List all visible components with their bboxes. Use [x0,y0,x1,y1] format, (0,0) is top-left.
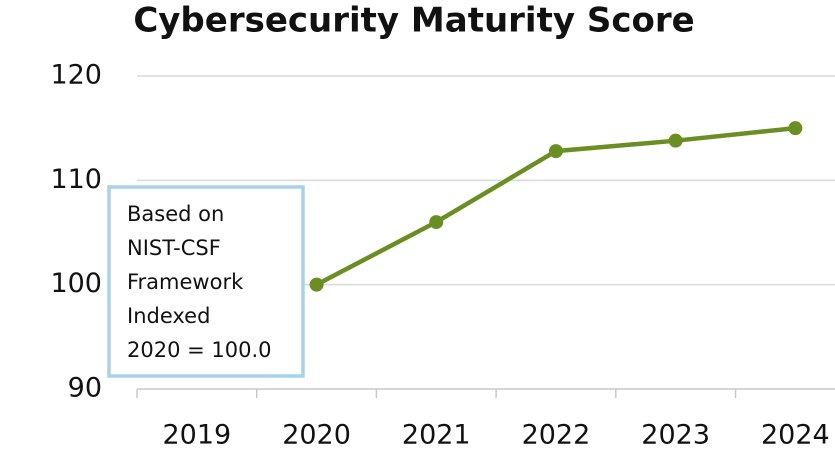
chart-title: Cybersecurity Maturity Score [133,1,694,41]
x-tick-label: 2021 [402,420,471,451]
point [309,277,324,292]
y-tick-label: 120 [50,60,102,91]
annotation-text: 2020 = 100.0 [127,338,272,362]
annotation-text: Indexed [127,304,210,328]
x-tick-label: 2020 [282,420,351,451]
point [429,215,444,230]
y-tick-label: 90 [68,373,102,404]
y-tick-label: 100 [50,268,102,299]
annotation-box [107,185,305,378]
point [548,144,563,159]
point [788,121,803,136]
y-tick-label: 110 [50,164,102,195]
x-tick-label: 2024 [761,420,830,451]
x-tick-label: 2022 [522,420,591,451]
annotation-text: NIST-CSF [127,236,221,260]
annotation-text: Framework [127,270,244,294]
annotation-text: Based on [127,202,224,226]
x-tick-label: 2023 [641,420,710,451]
point [668,133,683,148]
x-tick-label: 2019 [162,420,231,451]
